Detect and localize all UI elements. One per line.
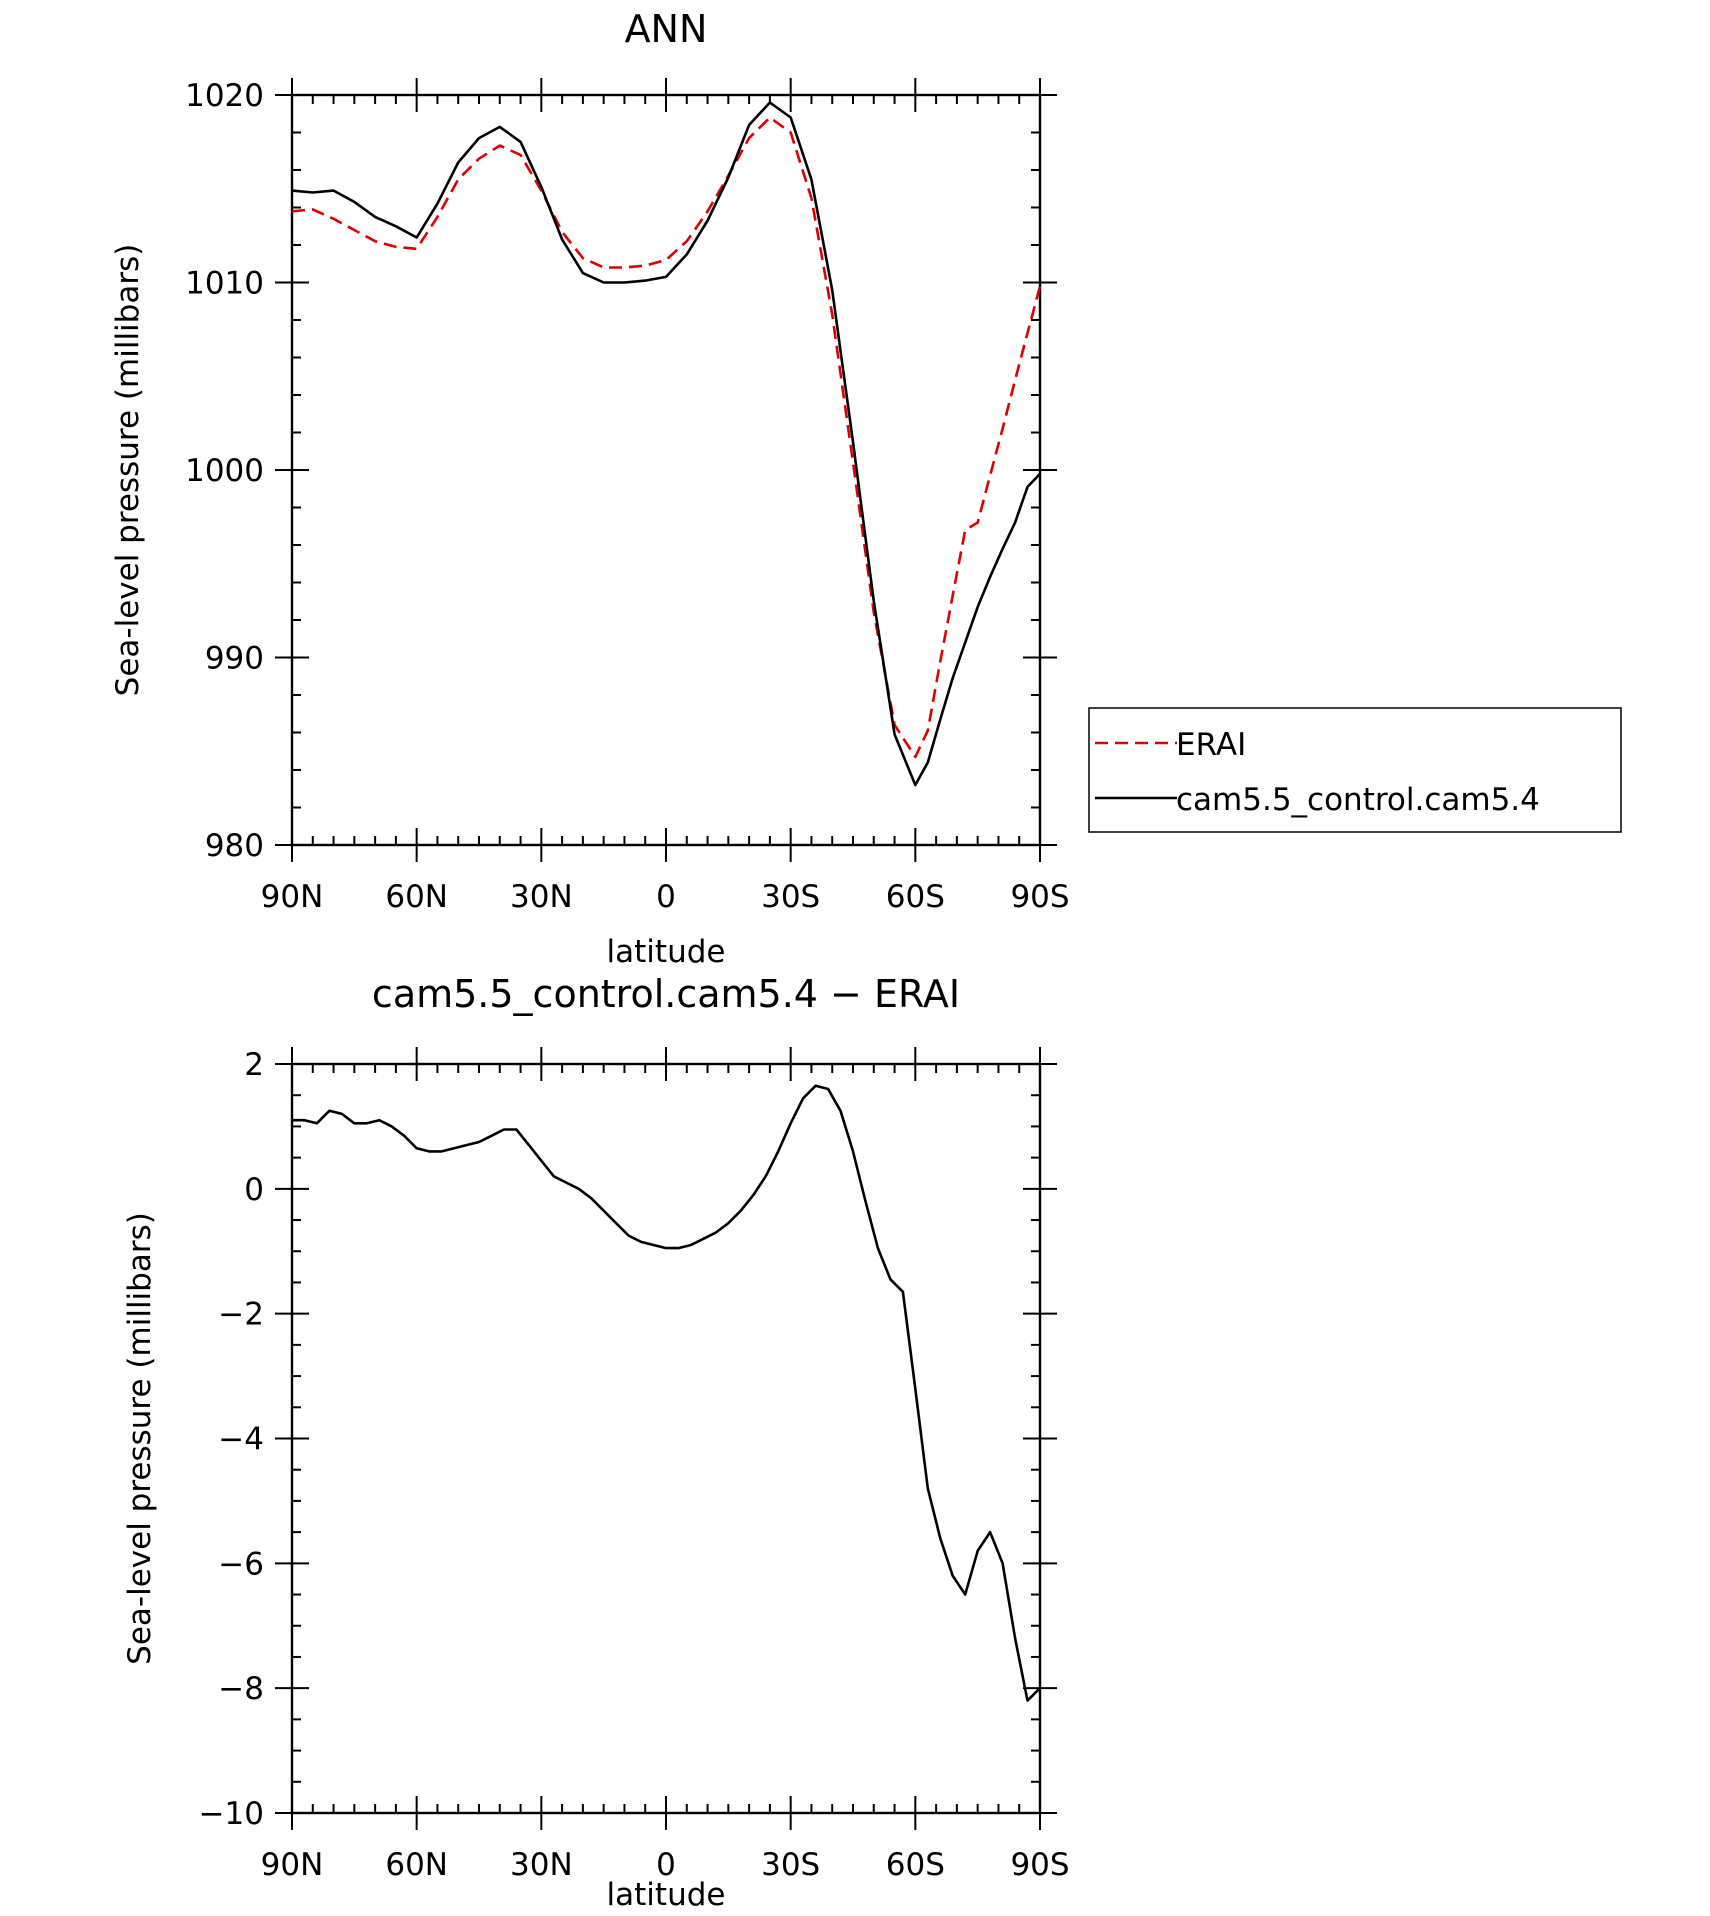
series-line-cam5	[291, 101, 1041, 787]
y-tick-label: 980	[205, 828, 264, 864]
legend: ERAI cam5.5_control.cam5.4	[1088, 707, 1622, 833]
y-tick-label: 1020	[185, 78, 264, 114]
chart-panel-ann: ANN latitude Sea-level pressure (milliba…	[110, 7, 1622, 970]
y-tick-label: −8	[218, 1671, 264, 1707]
x-tick-label: 60N	[385, 1847, 448, 1883]
x-tick-label: 90N	[261, 879, 324, 915]
y-tick-label: 0	[244, 1172, 264, 1208]
x-tick-label: 60S	[886, 879, 945, 915]
x-tick-label: 60S	[886, 1847, 945, 1883]
chart-panel-difference: cam5.5_control.cam5.4 − ERAI latitude Se…	[122, 972, 1070, 1913]
x-tick-label: 90S	[1010, 879, 1069, 915]
series-line-erai	[291, 116, 1042, 759]
x-tick-label: 90S	[1010, 1847, 1069, 1883]
tick-labels: 90N 60N 30N 0 30S 60S 90S −10 −8 −6 −4 −2 0 2	[199, 1047, 1070, 1883]
axes-frame	[275, 1047, 1057, 1830]
x-tick-label: 90N	[261, 1847, 324, 1883]
x-axis-label: latitude	[607, 934, 726, 970]
y-tick-label: 1000	[185, 453, 264, 489]
x-tick-label: 0	[656, 879, 676, 915]
plot-lines	[292, 1084, 1041, 1702]
x-axis-label: latitude	[607, 1877, 726, 1913]
tick-labels: 90N 60N 30N 0 30S 60S 90S 980 990 1000 1010 1020	[185, 78, 1069, 915]
y-tick-label: 2	[244, 1047, 264, 1083]
x-tick-label: 30N	[510, 879, 573, 915]
y-tick-label: −2	[218, 1297, 264, 1333]
x-tick-label: 30S	[761, 1847, 820, 1883]
x-tick-label: 30N	[510, 1847, 573, 1883]
legend-label-cam: cam5.5_control.cam5.4	[1176, 782, 1540, 818]
y-tick-label: −6	[218, 1546, 264, 1582]
y-axis-label: Sea-level pressure (millibars)	[110, 244, 146, 697]
legend-label-erai: ERAI	[1176, 727, 1246, 763]
chart-title: cam5.5_control.cam5.4 − ERAI	[372, 972, 960, 1016]
y-tick-label: −4	[218, 1422, 264, 1458]
x-tick-label: 0	[656, 1847, 676, 1883]
y-tick-label: 1010	[185, 266, 264, 302]
y-axis-label: Sea-level pressure (millibars)	[122, 1212, 158, 1665]
x-tick-label: 30S	[761, 879, 820, 915]
y-tick-label: 990	[205, 641, 264, 677]
plot-lines	[291, 101, 1042, 787]
plot-frame	[290, 1062, 1042, 1815]
y-tick-label: −10	[199, 1796, 264, 1832]
axes-frame	[275, 78, 1057, 862]
chart-title: ANN	[625, 7, 708, 51]
series-line-difference	[292, 1084, 1041, 1702]
legend-box	[1088, 707, 1622, 833]
x-tick-label: 60N	[385, 879, 448, 915]
